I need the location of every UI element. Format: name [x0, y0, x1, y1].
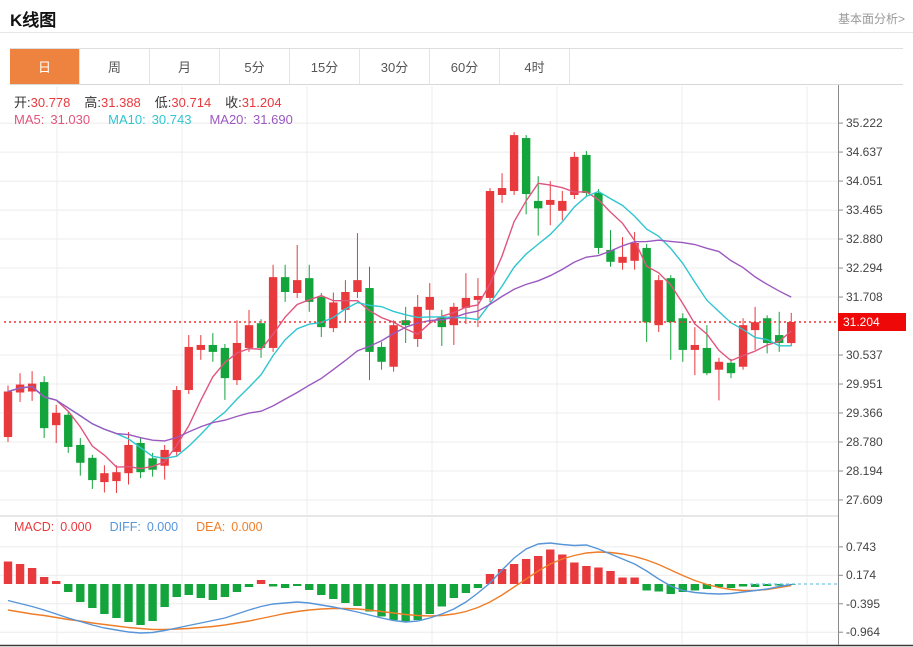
diff-value: 0.000: [146, 520, 179, 534]
y-axis-label: -0.395: [846, 596, 881, 611]
tab-15min[interactable]: 15分: [290, 49, 360, 84]
tab-week[interactable]: 周: [80, 49, 150, 84]
macd-value: 0.000: [60, 520, 92, 534]
ma10-label: MA10:: [108, 112, 146, 127]
open-value: 30.778: [30, 95, 71, 110]
y-axis-label: 31.708: [846, 290, 883, 305]
y-axis-label: -0.964: [846, 625, 881, 640]
dea-label: DEA:: [196, 520, 226, 534]
y-axis-label: 0.743: [846, 539, 877, 554]
low-label: 低:: [154, 95, 172, 110]
y-axis-label: 28.780: [846, 434, 883, 449]
dea-value: 0.000: [231, 520, 263, 534]
current-price-badge: 31.204: [838, 313, 906, 331]
tab-day[interactable]: 日: [10, 49, 80, 84]
y-axis-label: 34.637: [846, 145, 883, 160]
ma20-value: 31.690: [253, 112, 293, 127]
tab-60min[interactable]: 60分: [430, 49, 500, 84]
open-label: 开:: [14, 95, 31, 110]
tab-30min[interactable]: 30分: [360, 49, 430, 84]
tab-4hour[interactable]: 4时: [500, 49, 570, 84]
y-axis-label: 35.222: [846, 116, 883, 131]
high-value: 31.388: [101, 95, 141, 110]
ma10-value: 30.743: [151, 112, 192, 127]
tab-month[interactable]: 月: [150, 49, 220, 84]
y-axis-label: 29.366: [846, 405, 883, 420]
y-axis-label: 28.194: [846, 463, 883, 478]
low-value: 30.714: [171, 95, 212, 110]
macd-header: MACD: 0.000 DIFF: 0.000 DEA: 0.000: [14, 520, 269, 534]
title-divider: [0, 32, 913, 33]
y-axis-label: 32.294: [846, 261, 883, 276]
page-title: K线图: [10, 11, 57, 30]
interval-tabs: 日 周 月 5分 15分 30分 60分 4时: [10, 48, 903, 85]
ma-header: MA5: 31.030 MA10: 30.743 MA20: 31.690: [14, 112, 299, 127]
ohlc-header: 开:30.778 高:31.388 低:30.714 收:31.204: [14, 92, 296, 111]
macd-label: MACD:: [14, 520, 55, 534]
close-value: 31.204: [241, 95, 282, 110]
ma20-label: MA20:: [209, 112, 248, 127]
tab-5min[interactable]: 5分: [220, 49, 290, 84]
y-axis-label: 29.951: [846, 377, 883, 392]
y-axis-label: 32.880: [846, 232, 883, 247]
y-axis-label: 34.051: [846, 174, 883, 189]
y-axis-label: 0.174: [846, 568, 877, 583]
fundamental-analysis-link[interactable]: 基本面分析>: [837, 12, 905, 26]
y-axis-label: 33.465: [846, 203, 883, 218]
ma5-value: 31.030: [50, 112, 91, 127]
close-label: 收:: [225, 95, 242, 110]
high-label: 高:: [84, 95, 102, 110]
y-axis-label: 30.537: [846, 348, 883, 363]
y-axis-label: 27.609: [846, 492, 883, 507]
ma5-label: MA5:: [14, 112, 45, 127]
diff-label: DIFF:: [109, 520, 141, 534]
